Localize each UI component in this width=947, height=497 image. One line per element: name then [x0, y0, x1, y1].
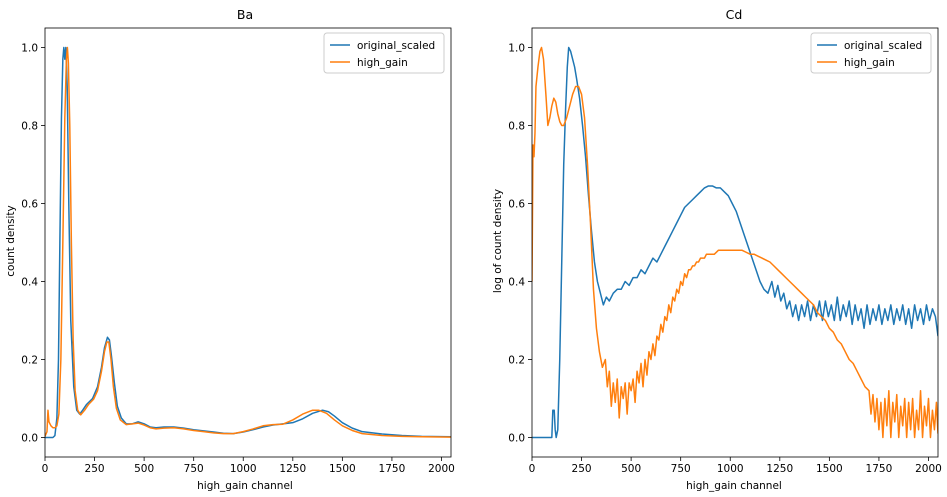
ba-axes-frame — [44, 27, 452, 458]
cd-series-line-high-gain — [532, 46, 938, 439]
cd-chart-title: Cd — [726, 7, 743, 22]
ba-ticks: 0 250 500 750 1000 1250 1500 1750 2000 0.0 0.2 0.4 0… — [21, 43, 455, 476]
cd-legend: original_scaled high_gain — [810, 32, 932, 74]
ba-x-axis-label: high_gain channel — [197, 480, 293, 492]
cd-x-tick-label: 0 — [529, 463, 536, 475]
cd-x-axis-label: high_gain channel — [686, 480, 782, 492]
cd-y-tick-label: 1.0 — [508, 43, 525, 55]
ba-y-axis-label: count density — [5, 205, 17, 276]
cd-y-axis-label: log of count density — [492, 189, 504, 293]
ba-x-tick-label: 2000 — [428, 463, 455, 475]
cd-legend-label: original_scaled — [844, 40, 922, 52]
cd-axes-frame — [531, 27, 939, 458]
ba-y-tick-label: 0.0 — [21, 433, 38, 445]
ba-x-tick-label: 250 — [85, 463, 105, 475]
cd-y-tick-label: 0.0 — [508, 433, 525, 445]
ba-legend-label: high_gain — [357, 57, 408, 69]
ba-y-tick-label: 1.0 — [21, 43, 38, 55]
cd-x-tick-label: 750 — [671, 463, 691, 475]
cd-x-tick-label: 250 — [572, 463, 592, 475]
ba-series-line-high-gain — [45, 46, 451, 438]
ba-chart-panel: Ba high_gain channel count density 0 250 5… — [5, 7, 455, 492]
cd-y-tick-label: 0.2 — [508, 355, 525, 367]
ba-x-tick-label: 500 — [134, 463, 154, 475]
ba-x-tick-label: 0 — [42, 463, 49, 475]
cd-y-tick-label: 0.6 — [508, 199, 525, 211]
ba-x-tick-label: 1250 — [279, 463, 306, 475]
cd-x-tick-label: 1250 — [766, 463, 793, 475]
cd-chart-panel: Cd high_gain channel log of count densit… — [492, 7, 942, 492]
ba-legend-label: original_scaled — [357, 40, 435, 52]
ba-plot-area — [45, 46, 451, 439]
ba-y-tick-label: 0.4 — [21, 277, 38, 289]
cd-legend-box — [810, 32, 932, 74]
cd-plot-area — [532, 46, 938, 439]
cd-x-tick-label: 2000 — [915, 463, 942, 475]
ba-x-tick-label: 1500 — [329, 463, 356, 475]
ba-x-tick-label: 750 — [184, 463, 204, 475]
cd-x-tick-label: 1000 — [717, 463, 744, 475]
ba-y-tick-label: 0.2 — [21, 355, 38, 367]
ba-x-tick-label: 1750 — [379, 463, 406, 475]
ba-y-tick-label: 0.6 — [21, 199, 38, 211]
cd-y-tick-label: 0.4 — [508, 277, 525, 289]
cd-y-tick-label: 0.8 — [508, 121, 525, 133]
ba-legend: original_scaled high_gain — [323, 32, 445, 74]
cd-x-tick-label: 1750 — [866, 463, 893, 475]
ba-chart-title: Ba — [237, 7, 253, 22]
cd-legend-label: high_gain — [844, 57, 895, 69]
ba-legend-box — [323, 32, 445, 74]
cd-x-tick-label: 500 — [621, 463, 641, 475]
ba-x-tick-label: 1000 — [230, 463, 257, 475]
cd-ticks: 0 250 500 750 1000 1250 1500 1750 2000 0.0 0.2 0.4 0… — [508, 43, 942, 476]
cd-x-tick-label: 1500 — [816, 463, 843, 475]
ba-y-tick-label: 0.8 — [21, 121, 38, 133]
